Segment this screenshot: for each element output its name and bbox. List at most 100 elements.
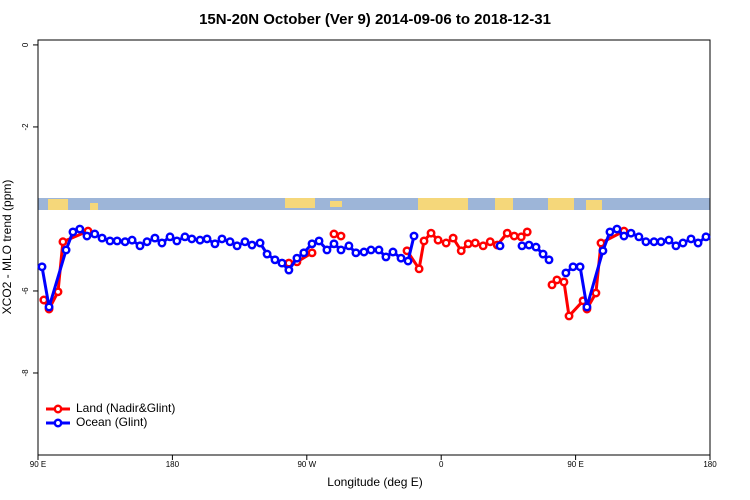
land-strip [418,198,468,210]
data-point [61,245,71,255]
data-point [142,237,152,247]
data-point [522,227,532,237]
data-point [359,247,369,257]
data-point [516,232,526,242]
data-point [441,238,451,248]
land-strip [330,201,342,207]
data-point [598,246,608,256]
data-point [165,232,175,242]
data-point [396,253,406,263]
data-point [409,231,419,241]
data-point [568,262,578,272]
chart-title: 15N-20N October (Ver 9) 2014-09-06 to 20… [199,11,551,28]
data-point [225,237,235,247]
land-strip [90,203,98,210]
x-tick-label: 180 [166,460,180,469]
data-point [120,237,130,247]
x-tick-label: 180 [703,460,717,469]
data-point [344,241,354,251]
data-point [456,246,466,256]
data-point [210,239,220,249]
data-point [307,239,317,249]
data-point [127,235,137,245]
plot-frame [37,39,711,456]
data-point [105,236,115,246]
data-point [270,255,280,265]
data-point [538,249,548,259]
data-point [547,280,557,290]
data-point [44,302,54,312]
data-point [172,236,182,246]
data-point [678,238,688,248]
data-point [37,262,47,272]
data-point [414,264,424,274]
data-point [596,238,606,248]
y-tick-label: -2 [21,123,30,131]
data-point [686,234,696,244]
data-point [626,228,636,238]
data-point [277,258,287,268]
data-point [403,256,413,266]
data-point [693,238,703,248]
data-point [292,253,302,263]
data-point [262,249,272,259]
data-point [531,242,541,252]
data-point [591,288,601,298]
data-point [433,235,443,245]
data-point [544,255,554,265]
x-tick-label: 0 [439,460,444,469]
data-point [559,277,569,287]
data-point [502,228,512,238]
land-strip [548,198,574,210]
x-tick-label: 90 E [567,460,583,469]
ocean-strip [38,198,710,210]
legend-label: Ocean (Glint) [76,415,147,429]
data-point [470,238,480,248]
data-point [509,231,519,241]
data-point [366,245,376,255]
data-point [582,302,592,312]
data-point [135,241,145,251]
data-point [195,235,205,245]
data-point [112,236,122,246]
data-point [517,241,527,251]
series-line [40,227,707,308]
data-point [426,228,436,238]
data-point [284,265,294,275]
data-point [299,248,309,258]
data-point [75,224,85,234]
y-axis-label: XCO2 - MLO trend (ppm) [0,180,14,315]
data-point [634,232,644,242]
data-point [524,240,534,250]
data-point [485,237,495,247]
data-point [463,239,473,249]
data-point [664,235,674,245]
data-point [656,237,666,247]
data-point [90,229,100,239]
data-point [552,275,562,285]
land-strip [586,200,602,210]
data-point [329,229,339,239]
map-strip [38,198,710,210]
data-point [187,234,197,244]
data-point [82,231,92,241]
data-point [612,224,622,234]
data-point [58,237,68,247]
land-strip [48,199,68,210]
data-point [314,236,324,246]
y-tick-label: -8 [21,369,30,377]
data-point [202,234,212,244]
data-point [619,231,629,241]
data-point [336,245,346,255]
data-point [255,238,265,248]
legend-marker [53,418,63,428]
x-tick-label: 90 W [297,460,316,469]
data-point [561,268,571,278]
data-point [307,248,317,258]
data-point [68,227,78,237]
data-point [329,239,339,249]
data-point [701,232,711,242]
data-point [605,227,615,237]
data-point [575,262,585,272]
